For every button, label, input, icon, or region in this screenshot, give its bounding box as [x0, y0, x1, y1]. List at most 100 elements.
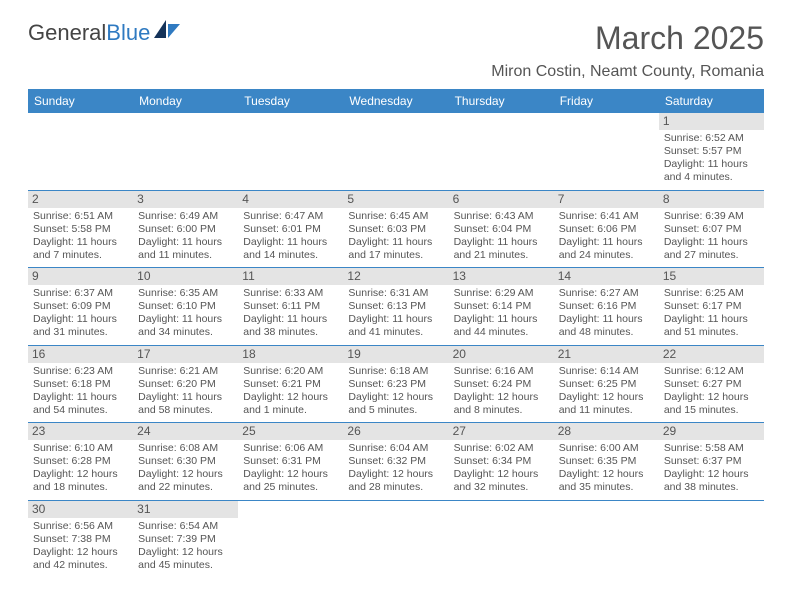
daylight-line: Daylight: 11 hours and 38 minutes. — [243, 313, 338, 339]
day-cell: 1Sunrise: 6:52 AMSunset: 5:57 PMDaylight… — [659, 113, 764, 190]
empty-cell — [554, 500, 659, 577]
day-cell: 16Sunrise: 6:23 AMSunset: 6:18 PMDayligh… — [28, 345, 133, 423]
day-number: 31 — [133, 501, 238, 518]
daylight-line: Daylight: 11 hours and 17 minutes. — [348, 236, 443, 262]
day-number: 18 — [238, 346, 343, 363]
day-cell: 11Sunrise: 6:33 AMSunset: 6:11 PMDayligh… — [238, 268, 343, 346]
sunset-line: Sunset: 6:10 PM — [138, 300, 233, 313]
day-number: 25 — [238, 423, 343, 440]
day-cell: 21Sunrise: 6:14 AMSunset: 6:25 PMDayligh… — [554, 345, 659, 423]
sunrise-line: Sunrise: 6:18 AM — [348, 365, 443, 378]
day-cell: 4Sunrise: 6:47 AMSunset: 6:01 PMDaylight… — [238, 190, 343, 268]
sunset-line: Sunset: 6:01 PM — [243, 223, 338, 236]
daylight-line: Daylight: 12 hours and 5 minutes. — [348, 391, 443, 417]
month-title: March 2025 — [491, 20, 764, 57]
empty-cell — [133, 113, 238, 190]
sunrise-line: Sunrise: 6:47 AM — [243, 210, 338, 223]
day-number: 11 — [238, 268, 343, 285]
sunrise-line: Sunrise: 6:45 AM — [348, 210, 443, 223]
sunrise-line: Sunrise: 6:43 AM — [454, 210, 549, 223]
daylight-line: Daylight: 11 hours and 11 minutes. — [138, 236, 233, 262]
empty-cell — [449, 500, 554, 577]
sunrise-line: Sunrise: 6:10 AM — [33, 442, 128, 455]
sunset-line: Sunset: 6:03 PM — [348, 223, 443, 236]
day-number: 19 — [343, 346, 448, 363]
day-number: 3 — [133, 191, 238, 208]
day-number: 14 — [554, 268, 659, 285]
day-number: 1 — [659, 113, 764, 130]
title-block: March 2025 Miron Costin, Neamt County, R… — [491, 20, 764, 81]
sunset-line: Sunset: 7:39 PM — [138, 533, 233, 546]
day-number: 21 — [554, 346, 659, 363]
sunrise-line: Sunrise: 6:21 AM — [138, 365, 233, 378]
sunrise-line: Sunrise: 6:37 AM — [33, 287, 128, 300]
day-number: 10 — [133, 268, 238, 285]
sunrise-line: Sunrise: 6:02 AM — [454, 442, 549, 455]
empty-cell — [449, 113, 554, 190]
daylight-line: Daylight: 11 hours and 24 minutes. — [559, 236, 654, 262]
logo-text-general: General — [28, 20, 106, 46]
daylight-line: Daylight: 11 hours and 7 minutes. — [33, 236, 128, 262]
day-cell: 27Sunrise: 6:02 AMSunset: 6:34 PMDayligh… — [449, 423, 554, 501]
day-number: 8 — [659, 191, 764, 208]
day-cell: 15Sunrise: 6:25 AMSunset: 6:17 PMDayligh… — [659, 268, 764, 346]
sunset-line: Sunset: 7:38 PM — [33, 533, 128, 546]
sunrise-line: Sunrise: 5:58 AM — [664, 442, 759, 455]
daylight-line: Daylight: 12 hours and 11 minutes. — [559, 391, 654, 417]
day-number: 26 — [343, 423, 448, 440]
day-cell: 7Sunrise: 6:41 AMSunset: 6:06 PMDaylight… — [554, 190, 659, 268]
sunrise-line: Sunrise: 6:35 AM — [138, 287, 233, 300]
daylight-line: Daylight: 12 hours and 25 minutes. — [243, 468, 338, 494]
day-cell: 10Sunrise: 6:35 AMSunset: 6:10 PMDayligh… — [133, 268, 238, 346]
daylight-line: Daylight: 11 hours and 21 minutes. — [454, 236, 549, 262]
sunset-line: Sunset: 6:04 PM — [454, 223, 549, 236]
day-cell: 28Sunrise: 6:00 AMSunset: 6:35 PMDayligh… — [554, 423, 659, 501]
calendar-header-row: SundayMondayTuesdayWednesdayThursdayFrid… — [28, 89, 764, 113]
weekday-header: Sunday — [28, 89, 133, 113]
sunrise-line: Sunrise: 6:04 AM — [348, 442, 443, 455]
sunrise-line: Sunrise: 6:29 AM — [454, 287, 549, 300]
sunrise-line: Sunrise: 6:51 AM — [33, 210, 128, 223]
daylight-line: Daylight: 11 hours and 54 minutes. — [33, 391, 128, 417]
empty-cell — [343, 500, 448, 577]
logo-sail-icon — [154, 20, 180, 46]
weekday-header: Monday — [133, 89, 238, 113]
daylight-line: Daylight: 11 hours and 4 minutes. — [664, 158, 759, 184]
daylight-line: Daylight: 12 hours and 22 minutes. — [138, 468, 233, 494]
sunrise-line: Sunrise: 6:33 AM — [243, 287, 338, 300]
daylight-line: Daylight: 12 hours and 42 minutes. — [33, 546, 128, 572]
daylight-line: Daylight: 12 hours and 32 minutes. — [454, 468, 549, 494]
day-number: 2 — [28, 191, 133, 208]
sunrise-line: Sunrise: 6:16 AM — [454, 365, 549, 378]
logo-text-blue: Blue — [106, 20, 150, 46]
day-cell: 22Sunrise: 6:12 AMSunset: 6:27 PMDayligh… — [659, 345, 764, 423]
empty-cell — [343, 113, 448, 190]
day-number: 4 — [238, 191, 343, 208]
sunrise-line: Sunrise: 6:25 AM — [664, 287, 759, 300]
day-cell: 19Sunrise: 6:18 AMSunset: 6:23 PMDayligh… — [343, 345, 448, 423]
sunrise-line: Sunrise: 6:31 AM — [348, 287, 443, 300]
daylight-line: Daylight: 11 hours and 31 minutes. — [33, 313, 128, 339]
sunset-line: Sunset: 6:37 PM — [664, 455, 759, 468]
sunrise-line: Sunrise: 6:27 AM — [559, 287, 654, 300]
day-cell: 20Sunrise: 6:16 AMSunset: 6:24 PMDayligh… — [449, 345, 554, 423]
day-number: 28 — [554, 423, 659, 440]
sunrise-line: Sunrise: 6:08 AM — [138, 442, 233, 455]
daylight-line: Daylight: 12 hours and 8 minutes. — [454, 391, 549, 417]
sunrise-line: Sunrise: 6:23 AM — [33, 365, 128, 378]
weekday-header: Wednesday — [343, 89, 448, 113]
calendar-table: SundayMondayTuesdayWednesdayThursdayFrid… — [28, 89, 764, 577]
sunset-line: Sunset: 6:24 PM — [454, 378, 549, 391]
sunset-line: Sunset: 6:27 PM — [664, 378, 759, 391]
sunrise-line: Sunrise: 6:39 AM — [664, 210, 759, 223]
sunset-line: Sunset: 6:31 PM — [243, 455, 338, 468]
logo: GeneralBlue — [28, 20, 180, 46]
day-number: 22 — [659, 346, 764, 363]
sunset-line: Sunset: 6:06 PM — [559, 223, 654, 236]
daylight-line: Daylight: 12 hours and 28 minutes. — [348, 468, 443, 494]
sunrise-line: Sunrise: 6:54 AM — [138, 520, 233, 533]
daylight-line: Daylight: 12 hours and 35 minutes. — [559, 468, 654, 494]
daylight-line: Daylight: 12 hours and 18 minutes. — [33, 468, 128, 494]
sunrise-line: Sunrise: 6:12 AM — [664, 365, 759, 378]
daylight-line: Daylight: 11 hours and 41 minutes. — [348, 313, 443, 339]
